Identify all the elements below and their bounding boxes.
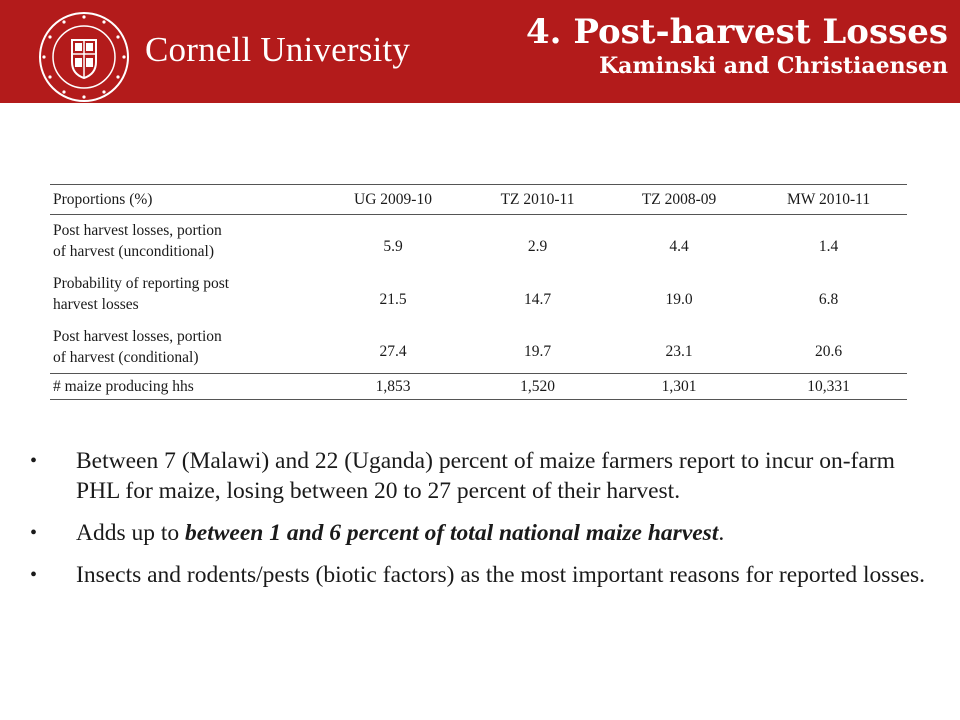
table-cell: 5.9 bbox=[383, 237, 403, 255]
header-bar: Cornell University 4. Post-harvest Losse… bbox=[0, 0, 960, 103]
cornell-seal-icon bbox=[39, 12, 129, 102]
table-cell: 10,331 bbox=[750, 373, 907, 400]
column-header: TZ 2008-09 bbox=[608, 184, 751, 215]
losses-table: Proportions (%) UG 2009-10 TZ 2010-11 TZ… bbox=[50, 184, 907, 400]
table-cell: 27.4 bbox=[379, 343, 407, 360]
table-cell: 20.6 bbox=[814, 343, 843, 360]
table-cell: 2.9 bbox=[527, 237, 548, 255]
table-cell: 1,301 bbox=[608, 373, 751, 400]
table-cell: 19.0 bbox=[665, 290, 693, 308]
table-cell: 23.1 bbox=[665, 343, 693, 360]
column-header: UG 2009-10 bbox=[319, 184, 467, 215]
column-header: MW 2010-11 bbox=[750, 184, 907, 215]
table-cell: 1,520 bbox=[467, 373, 609, 400]
table-cell: 1.4 bbox=[818, 237, 839, 255]
slide-subtitle: Kaminski and Christiaensen bbox=[599, 53, 948, 79]
bullet-marker: • bbox=[30, 564, 38, 586]
table-header-row: Proportions (%) UG 2009-10 TZ 2010-11 TZ… bbox=[50, 184, 907, 215]
table-cell: 21.5 bbox=[379, 290, 407, 308]
bullet-item: • Adds up to between 1 and 6 percent of … bbox=[30, 518, 935, 548]
bullet-text: Insects and rodents/pests (biotic factor… bbox=[76, 562, 926, 588]
bullet-marker: • bbox=[30, 522, 38, 544]
table-cell: 1,853 bbox=[319, 373, 467, 400]
table-row: Post harvest losses, portion of harvest (… bbox=[50, 215, 907, 268]
table-cell: 19.7 bbox=[523, 343, 552, 360]
slide-title: 4. Post-harvest Losses bbox=[526, 12, 948, 52]
bullet-item: • Insects and rodents/pests (biotic fact… bbox=[30, 560, 935, 590]
row-label: # maize producing hhs bbox=[50, 373, 319, 400]
university-name: Cornell University bbox=[145, 30, 411, 69]
table-row-total: # maize producing hhs 1,853 1,520 1,301 … bbox=[50, 373, 907, 400]
bullet-text-post: . bbox=[718, 520, 725, 546]
bullet-text: Between 7 (Malawi) and 22 (Uganda) perce… bbox=[76, 448, 895, 504]
bullet-marker: • bbox=[30, 450, 38, 472]
table-row: Post harvest losses, portion of harvest (… bbox=[50, 321, 907, 374]
row-label: Post harvest losses, portion of harvest (… bbox=[53, 222, 222, 261]
slide-title-block: 4. Post-harvest Losses Kaminski and Chri… bbox=[526, 12, 948, 80]
column-header: TZ 2010-11 bbox=[467, 184, 609, 215]
bullet-item: • Between 7 (Malawi) and 22 (Uganda) per… bbox=[30, 446, 935, 506]
row-label: Post harvest losses, portion of harvest (… bbox=[53, 327, 222, 366]
table-cell: 6.8 bbox=[818, 290, 839, 308]
bullet-emphasis: between 1 and 6 percent of total nationa… bbox=[185, 520, 719, 546]
bullet-list: • Between 7 (Malawi) and 22 (Uganda) per… bbox=[30, 446, 935, 602]
table-row: Probability of reporting post harvest los… bbox=[50, 268, 907, 321]
table-cell: 4.4 bbox=[669, 237, 689, 255]
column-header: Proportions (%) bbox=[50, 184, 319, 215]
row-label: Probability of reporting post harvest los… bbox=[53, 275, 230, 313]
bullet-text-pre: Adds up to bbox=[76, 520, 186, 546]
table-cell: 14.7 bbox=[523, 290, 552, 308]
